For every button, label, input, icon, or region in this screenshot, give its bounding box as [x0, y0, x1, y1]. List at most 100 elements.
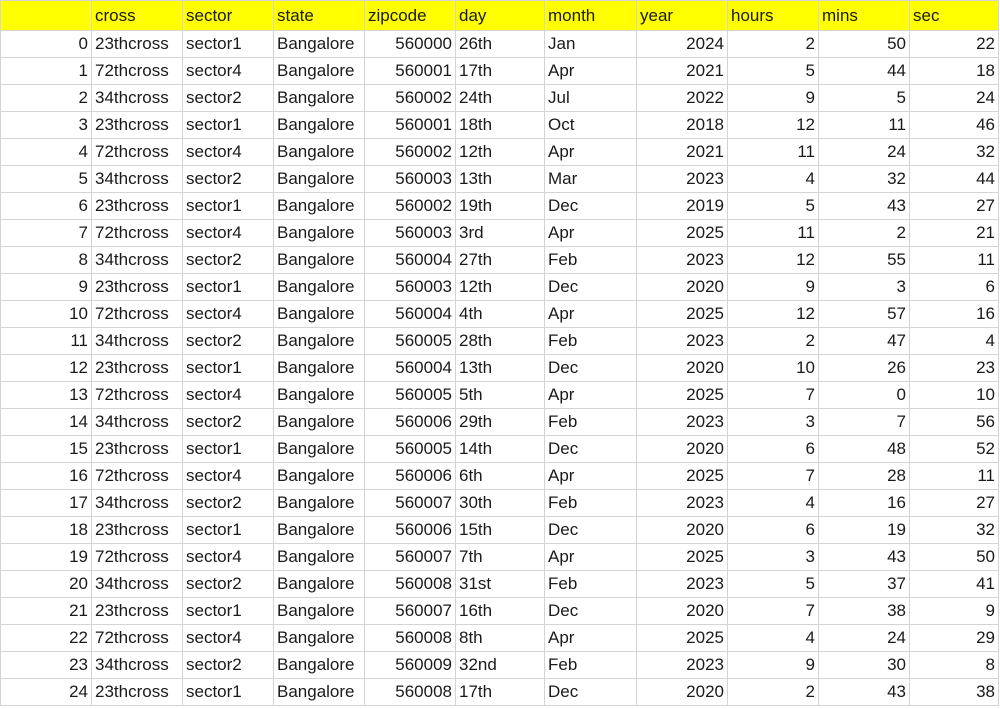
cell-sector[interactable]: sector2 — [182, 327, 274, 355]
cell-mins[interactable]: 47 — [818, 327, 910, 355]
cell-sector[interactable]: sector4 — [182, 138, 274, 166]
cell-sec[interactable]: 56 — [909, 408, 999, 436]
cell-hours[interactable]: 2 — [727, 327, 819, 355]
cell-cross[interactable]: 23thcross — [91, 354, 183, 382]
cell-day[interactable]: 26th — [455, 30, 545, 58]
cell-month[interactable]: Apr — [544, 57, 637, 85]
cell-index[interactable]: 24 — [0, 678, 92, 706]
cell-year[interactable]: 2025 — [636, 462, 728, 490]
cell-month[interactable]: Apr — [544, 300, 637, 328]
cell-hours[interactable]: 9 — [727, 84, 819, 112]
cell-sector[interactable]: sector4 — [182, 381, 274, 409]
cell-hours[interactable]: 4 — [727, 624, 819, 652]
cell-mins[interactable]: 43 — [818, 678, 910, 706]
cell-index[interactable]: 2 — [0, 84, 92, 112]
cell-state[interactable]: Bangalore — [273, 624, 365, 652]
header-cell-day[interactable]: day — [455, 0, 545, 31]
cell-mins[interactable]: 48 — [818, 435, 910, 463]
cell-zipcode[interactable]: 560005 — [364, 435, 456, 463]
cell-cross[interactable]: 34thcross — [91, 651, 183, 679]
cell-sec[interactable]: 22 — [909, 30, 999, 58]
cell-state[interactable]: Bangalore — [273, 57, 365, 85]
cell-state[interactable]: Bangalore — [273, 192, 365, 220]
cell-mins[interactable]: 19 — [818, 516, 910, 544]
cell-sec[interactable]: 29 — [909, 624, 999, 652]
cell-cross[interactable]: 23thcross — [91, 435, 183, 463]
cell-sector[interactable]: sector1 — [182, 111, 274, 139]
cell-sector[interactable]: sector1 — [182, 678, 274, 706]
cell-hours[interactable]: 9 — [727, 651, 819, 679]
cell-sector[interactable]: sector2 — [182, 246, 274, 274]
cell-cross[interactable]: 72thcross — [91, 138, 183, 166]
cell-zipcode[interactable]: 560006 — [364, 462, 456, 490]
cell-mins[interactable]: 24 — [818, 624, 910, 652]
cell-zipcode[interactable]: 560007 — [364, 597, 456, 625]
cell-month[interactable]: Dec — [544, 273, 637, 301]
cell-zipcode[interactable]: 560007 — [364, 543, 456, 571]
header-cell-year[interactable]: year — [636, 0, 728, 31]
cell-index[interactable]: 11 — [0, 327, 92, 355]
cell-mins[interactable]: 44 — [818, 57, 910, 85]
cell-mins[interactable]: 3 — [818, 273, 910, 301]
cell-index[interactable]: 20 — [0, 570, 92, 598]
cell-hours[interactable]: 7 — [727, 381, 819, 409]
cell-sector[interactable]: sector2 — [182, 570, 274, 598]
header-cell-index[interactable] — [0, 0, 92, 31]
cell-state[interactable]: Bangalore — [273, 327, 365, 355]
cell-state[interactable]: Bangalore — [273, 165, 365, 193]
cell-index[interactable]: 16 — [0, 462, 92, 490]
cell-hours[interactable]: 11 — [727, 219, 819, 247]
cell-year[interactable]: 2023 — [636, 246, 728, 274]
cell-day[interactable]: 16th — [455, 597, 545, 625]
cell-day[interactable]: 17th — [455, 678, 545, 706]
cell-zipcode[interactable]: 560007 — [364, 489, 456, 517]
cell-month[interactable]: Oct — [544, 111, 637, 139]
cell-day[interactable]: 29th — [455, 408, 545, 436]
cell-mins[interactable]: 37 — [818, 570, 910, 598]
cell-zipcode[interactable]: 560002 — [364, 138, 456, 166]
cell-sec[interactable]: 52 — [909, 435, 999, 463]
cell-state[interactable]: Bangalore — [273, 30, 365, 58]
cell-month[interactable]: Apr — [544, 624, 637, 652]
cell-zipcode[interactable]: 560003 — [364, 219, 456, 247]
cell-index[interactable]: 6 — [0, 192, 92, 220]
cell-day[interactable]: 12th — [455, 138, 545, 166]
cell-cross[interactable]: 23thcross — [91, 192, 183, 220]
cell-year[interactable]: 2022 — [636, 84, 728, 112]
cell-sector[interactable]: sector2 — [182, 165, 274, 193]
cell-zipcode[interactable]: 560004 — [364, 354, 456, 382]
cell-sec[interactable]: 18 — [909, 57, 999, 85]
cell-cross[interactable]: 23thcross — [91, 30, 183, 58]
cell-state[interactable]: Bangalore — [273, 111, 365, 139]
cell-sec[interactable]: 46 — [909, 111, 999, 139]
cell-index[interactable]: 1 — [0, 57, 92, 85]
cell-day[interactable]: 6th — [455, 462, 545, 490]
cell-sec[interactable]: 9 — [909, 597, 999, 625]
cell-sec[interactable]: 27 — [909, 489, 999, 517]
cell-zipcode[interactable]: 560009 — [364, 651, 456, 679]
cell-state[interactable]: Bangalore — [273, 273, 365, 301]
cell-sector[interactable]: sector1 — [182, 192, 274, 220]
cell-zipcode[interactable]: 560004 — [364, 300, 456, 328]
cell-sector[interactable]: sector1 — [182, 354, 274, 382]
cell-sec[interactable]: 11 — [909, 462, 999, 490]
cell-day[interactable]: 32nd — [455, 651, 545, 679]
cell-month[interactable]: Dec — [544, 435, 637, 463]
cell-hours[interactable]: 4 — [727, 489, 819, 517]
cell-sec[interactable]: 38 — [909, 678, 999, 706]
cell-cross[interactable]: 34thcross — [91, 165, 183, 193]
cell-month[interactable]: Dec — [544, 516, 637, 544]
cell-sec[interactable]: 23 — [909, 354, 999, 382]
cell-sec[interactable]: 4 — [909, 327, 999, 355]
cell-index[interactable]: 3 — [0, 111, 92, 139]
cell-year[interactable]: 2020 — [636, 678, 728, 706]
cell-state[interactable]: Bangalore — [273, 408, 365, 436]
cell-index[interactable]: 15 — [0, 435, 92, 463]
cell-sec[interactable]: 8 — [909, 651, 999, 679]
cell-month[interactable]: Apr — [544, 138, 637, 166]
cell-month[interactable]: Jul — [544, 84, 637, 112]
cell-mins[interactable]: 38 — [818, 597, 910, 625]
header-cell-sec[interactable]: sec — [909, 0, 999, 31]
header-cell-sector[interactable]: sector — [182, 0, 274, 31]
cell-year[interactable]: 2020 — [636, 516, 728, 544]
